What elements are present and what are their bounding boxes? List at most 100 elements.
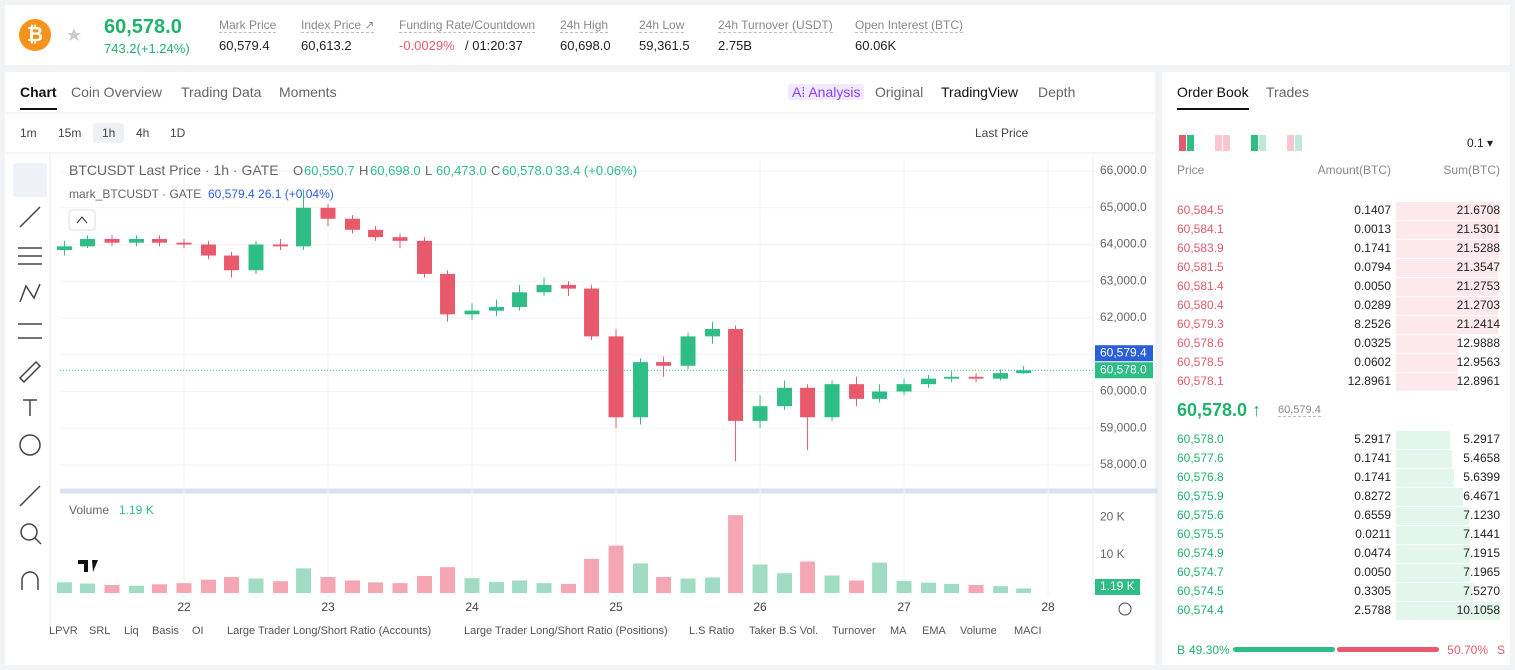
precision[interactable]: 0.1 ▾ (1467, 136, 1494, 150)
indicator-tab[interactable]: EMA (922, 625, 946, 637)
volume-bar (152, 584, 168, 593)
book-view[interactable] (1287, 135, 1294, 151)
book-price[interactable]: 60,575.9 (1177, 489, 1224, 503)
book-amount: 2.5788 (1354, 603, 1391, 617)
book-view[interactable] (1251, 135, 1258, 151)
book-price[interactable]: 60,578.5 (1177, 355, 1224, 369)
coin-logo[interactable]: ₿ (19, 19, 51, 51)
ratio-sell-label: S (1496, 643, 1505, 657)
stat-value: 60,579.4 (219, 38, 270, 53)
chart-tab[interactable]: Chart (20, 84, 57, 110)
book-view[interactable] (1223, 135, 1230, 151)
book-sum: 7.1230 (1463, 508, 1500, 522)
book-price[interactable]: 60,577.6 (1177, 451, 1224, 465)
indicator-tab[interactable]: Volume (960, 625, 997, 637)
indicator-tab[interactable]: Turnover (832, 625, 876, 637)
stat-value: -0.0029% (399, 38, 455, 53)
volume-bar (777, 573, 793, 593)
y-tick-label: 65,000.0 (1100, 200, 1147, 214)
view-tab[interactable]: A⁞ Analysis (788, 84, 865, 100)
chart-tab[interactable]: Coin Overview (71, 84, 163, 100)
book-price[interactable]: 60,575.5 (1177, 527, 1224, 541)
book-price[interactable]: 60,578.0 (1177, 432, 1224, 446)
legend-change: 33.4 (+0.06%) (555, 163, 638, 178)
chart-tab[interactable]: Trading Data (181, 84, 262, 100)
book-price[interactable]: 60,583.9 (1177, 241, 1224, 255)
indicator-tab[interactable]: MA (890, 625, 907, 637)
candle-body (296, 207, 312, 247)
interval-button[interactable]: 1m (20, 126, 37, 140)
book-tab[interactable]: Order Book (1177, 84, 1249, 110)
interval-button[interactable]: 1D (170, 126, 186, 140)
ratio-buy-bar (1233, 647, 1335, 652)
indicator-tab[interactable]: LPVR (49, 625, 78, 637)
indicator-tab[interactable]: OI (192, 625, 204, 637)
candle-body (224, 255, 240, 271)
indicator-tab[interactable]: Large Trader Long/Short Ratio (Positions… (464, 625, 668, 637)
indicator-tab[interactable]: MACI (1014, 625, 1042, 637)
candle-body (608, 336, 624, 418)
book-view[interactable] (1179, 135, 1186, 151)
stat-label: Index Price ↗ (301, 18, 375, 33)
indicator-tab[interactable]: SRL (89, 625, 111, 637)
interval-button[interactable]: 15m (58, 126, 82, 140)
book-view[interactable] (1295, 135, 1302, 151)
book-price[interactable]: 60,581.5 (1177, 260, 1224, 274)
volume-legend-value: 1.19 K (119, 503, 154, 517)
y-tick-label: 58,000.0 (1100, 457, 1147, 471)
price-type[interactable]: Last Price (975, 126, 1029, 140)
settings-icon[interactable] (1118, 602, 1132, 616)
book-view[interactable] (1215, 135, 1222, 151)
book-amount: 0.0013 (1354, 222, 1391, 236)
drawing-tools[interactable] (18, 168, 42, 590)
candle-body (921, 378, 937, 385)
view-tab[interactable]: Original (875, 84, 924, 100)
candle-body (512, 292, 528, 307)
book-price[interactable]: 60,574.9 (1177, 546, 1224, 560)
indicator-tab[interactable]: L.S Ratio (689, 625, 735, 637)
view-tab[interactable]: Depth (1038, 84, 1076, 100)
chart-tab[interactable]: Moments (279, 84, 337, 100)
indicator-tab[interactable]: Taker B.S Vol. (749, 625, 819, 637)
book-tab[interactable]: Trades (1266, 84, 1310, 100)
book-price[interactable]: 60,584.1 (1177, 222, 1224, 236)
book-price[interactable]: 60,578.1 (1177, 374, 1224, 388)
volume-bar (944, 583, 960, 593)
collapse-button[interactable] (68, 209, 96, 231)
book-amount: 5.2917 (1354, 432, 1391, 446)
candle-body (561, 284, 576, 289)
book-price[interactable]: 60,575.6 (1177, 508, 1224, 522)
book-price[interactable]: 60,576.8 (1177, 470, 1224, 484)
book-price[interactable]: 60,579.3 (1177, 317, 1224, 331)
x-tick-label: 24 (465, 600, 479, 614)
volume-bar (392, 583, 408, 593)
book-price[interactable]: 60,574.4 (1177, 603, 1224, 617)
book-amount: 0.0211 (1355, 527, 1391, 541)
book-price[interactable]: 60,581.4 (1177, 279, 1224, 293)
book-amount: 0.0289 (1354, 298, 1391, 312)
book-price[interactable]: 60,574.5 (1177, 584, 1224, 598)
stat-label: 24h Turnover (USDT) (718, 18, 833, 33)
indicator-tab[interactable]: Basis (152, 625, 179, 637)
book-sum: 12.9563 (1456, 355, 1500, 369)
stat-label: 24h High (560, 18, 609, 33)
interval-button[interactable]: 1h (93, 123, 125, 143)
indicator-tab[interactable]: Large Trader Long/Short Ratio (Accounts) (227, 625, 432, 637)
volume-bar (512, 580, 528, 593)
book-view[interactable] (1259, 135, 1266, 151)
book-sum: 5.6399 (1463, 470, 1500, 484)
x-tick-label: 25 (609, 600, 623, 614)
book-price[interactable]: 60,578.6 (1177, 336, 1224, 350)
volume-bar (56, 582, 72, 593)
book-price[interactable]: 60,580.4 (1177, 298, 1224, 312)
candle-body (752, 406, 768, 421)
book-sum: 12.9888 (1456, 336, 1500, 350)
indicator-tab[interactable]: Liq (124, 625, 139, 637)
book-price[interactable]: 60,574.7 (1177, 565, 1224, 579)
view-tab[interactable]: TradingView (941, 84, 1019, 100)
interval-button[interactable]: 4h (136, 126, 150, 140)
book-view[interactable] (1187, 135, 1194, 151)
book-price[interactable]: 60,584.5 (1177, 203, 1224, 217)
favorite-star[interactable] (64, 25, 84, 45)
book-amount: 0.1407 (1354, 203, 1391, 217)
